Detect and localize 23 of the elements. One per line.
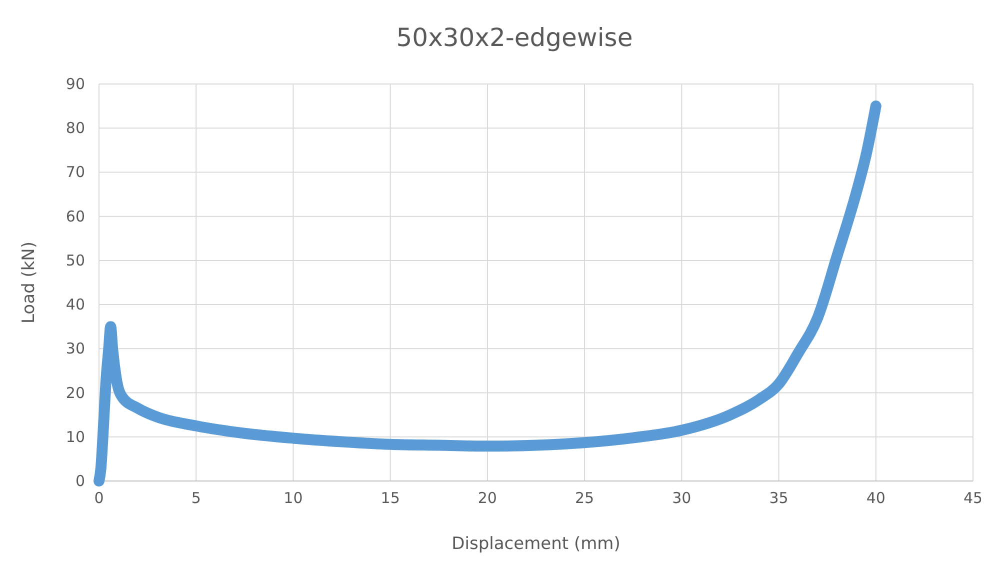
y-tick-label: 30 bbox=[66, 340, 85, 358]
y-tick-label: 90 bbox=[66, 75, 85, 93]
y-tick-label: 60 bbox=[66, 207, 85, 226]
y-tick-label: 0 bbox=[75, 472, 85, 490]
x-tick-label: 5 bbox=[191, 489, 201, 507]
x-tick-label: 45 bbox=[963, 489, 983, 507]
y-tick-label: 20 bbox=[66, 384, 85, 402]
y-tick-label: 80 bbox=[66, 119, 85, 138]
x-tick-label: 0 bbox=[94, 489, 104, 507]
x-tick-label: 15 bbox=[380, 489, 400, 507]
y-axis-title: Load (kN) bbox=[19, 241, 39, 324]
y-tick-label: 10 bbox=[66, 428, 85, 446]
x-axis-title: Displacement (mm) bbox=[452, 534, 620, 554]
x-tick-label: 40 bbox=[866, 489, 886, 507]
x-tick-label: 20 bbox=[478, 489, 497, 507]
chart-title: 50x30x2-edgewise bbox=[396, 23, 633, 52]
x-tick-label: 10 bbox=[284, 489, 303, 507]
x-tick-label: 35 bbox=[769, 489, 788, 507]
y-tick-label: 40 bbox=[66, 296, 85, 314]
y-tick-label: 70 bbox=[66, 163, 85, 182]
y-tick-label: 50 bbox=[66, 251, 85, 270]
x-tick-label: 25 bbox=[575, 489, 594, 507]
x-tick-label: 30 bbox=[672, 489, 692, 507]
